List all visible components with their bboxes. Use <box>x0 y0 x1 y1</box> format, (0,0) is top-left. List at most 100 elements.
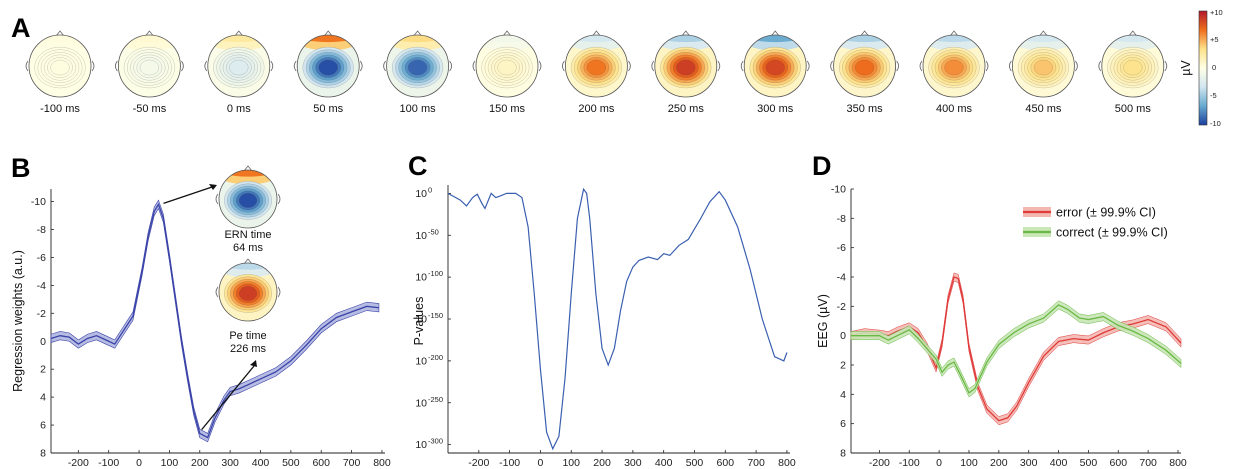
y-tick-label: 8 <box>40 448 46 460</box>
y-tick-label: -4 <box>37 280 46 292</box>
panel-letter-d: D <box>812 151 832 181</box>
head-ear-right <box>277 193 281 205</box>
head-ear-right <box>270 60 274 72</box>
head-ear-left <box>204 60 208 72</box>
head-nose <box>234 30 244 37</box>
head-ear-left <box>562 60 565 72</box>
head-ear-right <box>91 60 95 72</box>
head-contour <box>944 59 964 76</box>
x-tick-label: 100 <box>960 457 978 469</box>
x-tick-label: 200 <box>593 457 611 469</box>
head-nose <box>145 30 154 37</box>
y-tick-exponent: -300 <box>428 437 443 446</box>
topography-time-label: -50 ms <box>133 103 167 115</box>
head-ear-right <box>806 60 810 72</box>
x-tick-label: -100 <box>899 457 920 469</box>
head-outline <box>743 34 807 98</box>
scalp-topography <box>562 30 631 98</box>
head-contour <box>765 59 785 76</box>
legend-entry-label: correct (± 99.9% CI) <box>1056 226 1168 240</box>
head-ear-left <box>115 60 118 72</box>
x-tick-label: 200 <box>191 457 209 469</box>
head-ear-left <box>919 60 923 72</box>
head-frontal-band <box>1012 35 1075 51</box>
x-tick-label: 0 <box>136 457 142 469</box>
scalp-topography <box>293 30 363 98</box>
y-tick-label: -4 <box>837 272 846 284</box>
head-outline <box>218 262 278 322</box>
head-ear-right <box>896 60 899 72</box>
x-tick-label: 100 <box>161 457 179 469</box>
x-tick-label: -100 <box>98 457 119 469</box>
head-frontal-band <box>1101 35 1164 51</box>
y-tick-label: -10 <box>831 184 846 196</box>
x-tick-label: 400 <box>1050 457 1068 469</box>
head-frontal-band <box>219 170 277 185</box>
pe-arrowhead <box>250 360 257 367</box>
head-nose <box>860 30 869 37</box>
topography-time-label: 350 ms <box>847 103 884 115</box>
head-field <box>833 35 896 97</box>
x-tick-label: -100 <box>499 457 520 469</box>
pe-annotation-value: 226 ms <box>230 343 267 355</box>
x-tick-label: 800 <box>778 457 796 469</box>
pe-topography <box>215 258 281 322</box>
topography-time-label: 400 ms <box>936 103 973 115</box>
head-frontal-band <box>29 35 91 51</box>
head-ear-right <box>1164 60 1168 72</box>
head-frontal-band <box>923 35 985 51</box>
y-tick-base: 10 <box>415 439 427 451</box>
head-contour <box>586 59 607 76</box>
head-contour <box>318 59 338 76</box>
head-contour <box>1033 59 1054 76</box>
head-outline <box>1101 34 1165 98</box>
head-field <box>118 35 181 97</box>
head-ear-left <box>830 60 833 72</box>
head-ear-right <box>181 60 184 72</box>
x-tick-label: 200 <box>990 457 1008 469</box>
y-axis-title: EEG (µV) <box>816 294 830 348</box>
x-tick-label: 500 <box>282 457 300 469</box>
topography-time-label: 300 ms <box>757 103 794 115</box>
x-tick-label: 600 <box>1110 457 1128 469</box>
head-outline <box>833 34 896 98</box>
panel-d-eeg: -200 -100 0 100 200 300 400 500 600 700 800 -10 -8 -6… <box>816 184 1187 469</box>
head-field <box>1012 35 1075 97</box>
head-frontal-band <box>386 35 449 51</box>
y-tick-exponent: -200 <box>428 353 443 362</box>
x-tick-label: 400 <box>252 457 270 469</box>
panel-b-regression-weights: -200 -100 0 100 200 300 400 500 600 700 800 -10 -8 -6… <box>11 165 391 469</box>
head-ear-left <box>1098 60 1102 72</box>
y-tick-label: -2 <box>37 308 46 320</box>
y-tick-label: 4 <box>840 389 846 401</box>
scalp-topography <box>740 30 810 98</box>
x-tick-label: 800 <box>1169 457 1187 469</box>
y-tick-label: -8 <box>837 213 846 225</box>
topography-time-label: 200 ms <box>578 103 615 115</box>
head-nose <box>323 30 333 37</box>
y-tick-base: 10 <box>415 188 427 200</box>
head-contour <box>229 59 249 76</box>
x-tick-label: 600 <box>717 457 735 469</box>
x-tick-label: 700 <box>1139 457 1157 469</box>
head-contour <box>1123 59 1143 76</box>
head-contour <box>239 286 257 301</box>
head-outline <box>386 34 450 98</box>
correct-line <box>851 304 1182 394</box>
head-ear-right <box>359 60 363 72</box>
head-field <box>219 170 277 228</box>
head-field <box>1101 35 1164 97</box>
scalp-topography <box>383 30 452 98</box>
head-outline <box>475 34 539 98</box>
topography-time-label: 250 ms <box>668 103 705 115</box>
pe-arrow <box>201 365 255 431</box>
x-tick-label: 500 <box>1080 457 1098 469</box>
head-outline <box>296 34 360 98</box>
colorbar-unit-label: µV <box>1179 60 1193 76</box>
y-tick-base: 10 <box>415 230 427 242</box>
y-tick-exponent: -100 <box>428 269 443 278</box>
error-confidence-band <box>850 272 1182 426</box>
head-ear-left <box>25 60 29 72</box>
head-outline <box>654 34 718 98</box>
